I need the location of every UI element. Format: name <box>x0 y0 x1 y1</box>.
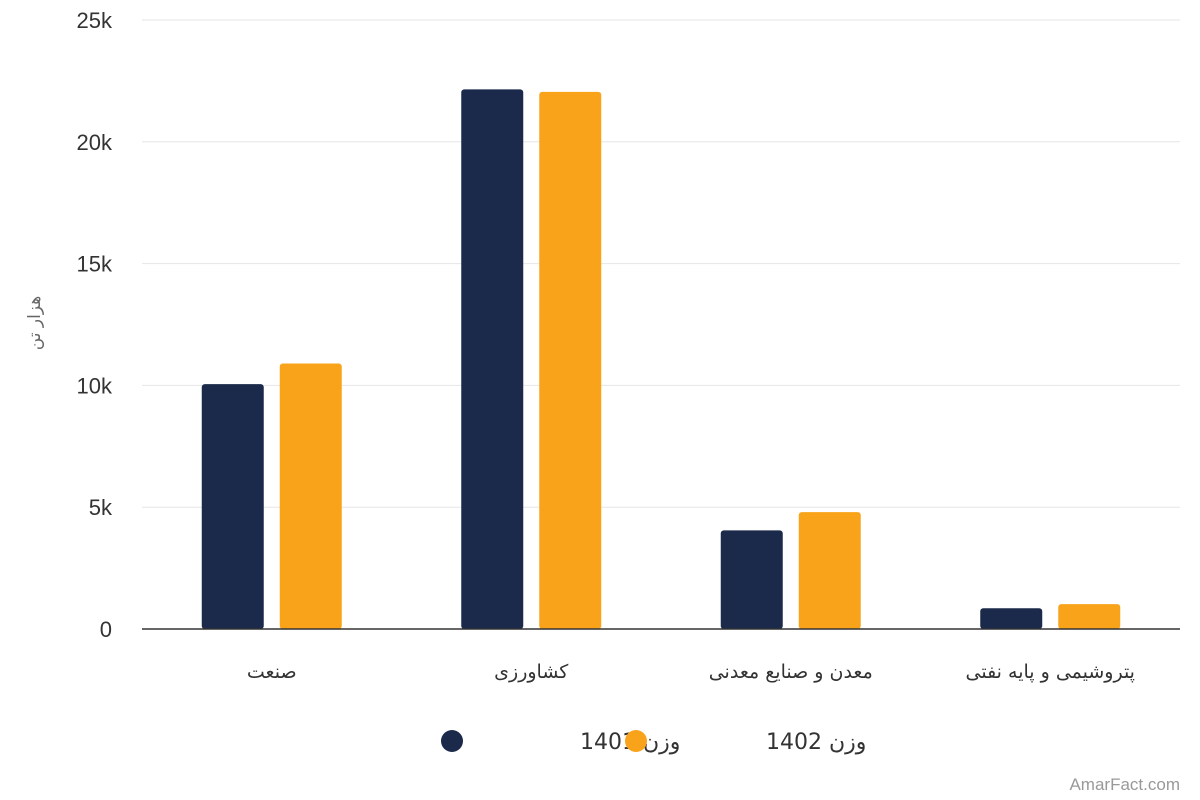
x-category-label: معدن و صنایع معدنی <box>709 661 873 683</box>
y-tick-label: 0 <box>100 617 112 642</box>
x-category-label: کشاورزی <box>494 661 569 683</box>
y-tick-label: 5k <box>89 495 113 520</box>
x-category-label: صنعت <box>247 661 297 683</box>
legend: وزن 1401 وزن 1402 <box>441 730 866 755</box>
x-category-label: پتروشیمی و پایه نفتی <box>966 661 1135 683</box>
bars <box>201 89 1121 629</box>
credit-text[interactable]: AmarFact.com <box>1069 775 1180 794</box>
bar-1-4[interactable] <box>980 608 1043 629</box>
y-tick-label: 25k <box>77 8 113 33</box>
bar-2-2[interactable] <box>539 91 602 629</box>
bar-2-3[interactable] <box>798 512 861 629</box>
legend-swatch-1[interactable] <box>441 730 463 752</box>
bar-1-1[interactable] <box>201 384 264 629</box>
y-tick-label: 20k <box>77 130 113 155</box>
y-axis-ticks: 0 5k 10k 15k 20k 25k <box>77 8 113 642</box>
bar-1-3[interactable] <box>720 530 783 629</box>
y-tick-label: 15k <box>77 252 113 277</box>
legend-label-2[interactable]: وزن 1402 <box>766 730 866 755</box>
legend-swatch-2[interactable] <box>625 730 647 752</box>
y-axis-label: هزار تن <box>25 296 45 350</box>
x-axis-categories: صنعت کشاورزی معدن و صنایع معدنی پتروشیمی و … <box>247 661 1135 683</box>
y-tick-label: 10k <box>77 373 113 398</box>
bar-1-2[interactable] <box>461 89 524 629</box>
bar-2-4[interactable] <box>1058 604 1121 629</box>
bar-2-1[interactable] <box>279 363 342 629</box>
